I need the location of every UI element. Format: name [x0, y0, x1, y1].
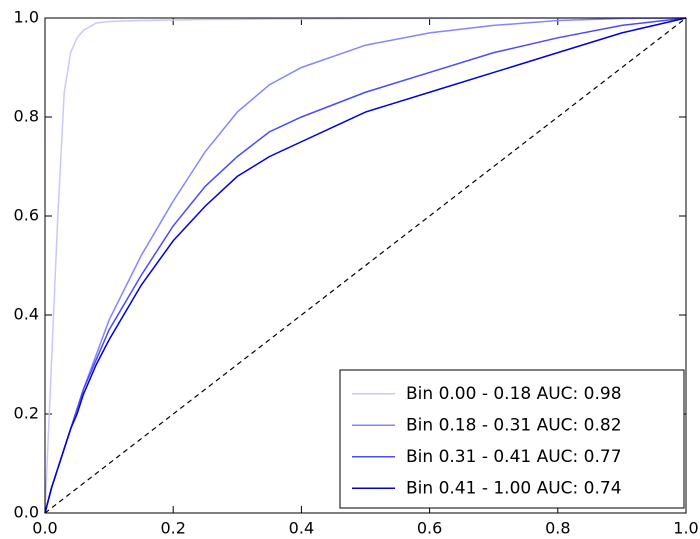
- legend-label: Bin 0.00 - 0.18 AUC: 0.98: [406, 384, 622, 404]
- y-tick-label: 0.8: [14, 107, 39, 126]
- legend-box: [339, 369, 685, 509]
- x-tick-label: 0.0: [32, 519, 57, 538]
- legend-label: Bin 0.31 - 0.41 AUC: 0.77: [406, 447, 622, 467]
- x-tick-label: 0.6: [417, 519, 442, 538]
- x-tick-label: 0.2: [160, 519, 185, 538]
- y-tick-label: 0.6: [14, 206, 39, 225]
- y-tick-label: 0.4: [14, 305, 39, 324]
- x-tick-label: 0.8: [545, 519, 570, 538]
- y-tick-label: 0.2: [14, 404, 39, 423]
- x-tick-label: 0.4: [289, 519, 314, 538]
- plot-frame: [44, 17, 687, 514]
- x-tick-label: 1.0: [673, 519, 698, 538]
- y-tick-label: 0.0: [14, 503, 39, 522]
- roc-curve: [44, 17, 687, 514]
- y-tick-label: 1.0: [14, 8, 39, 27]
- legend-label: Bin 0.41 - 1.00 AUC: 0.74: [406, 478, 622, 498]
- legend-label: Bin 0.18 - 0.31 AUC: 0.82: [406, 415, 622, 435]
